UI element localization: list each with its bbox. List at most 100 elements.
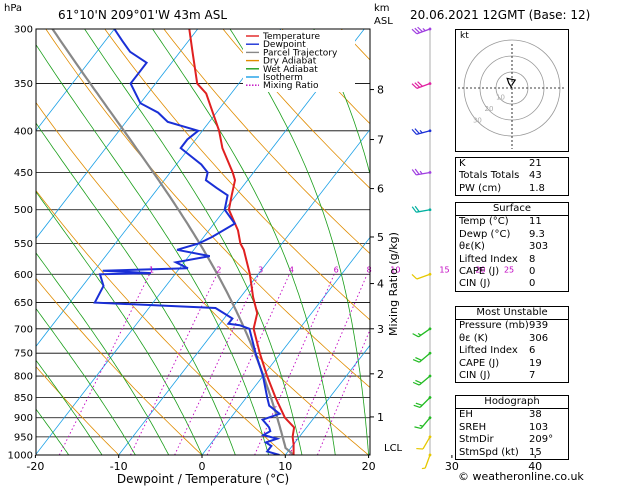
hodograph-title: Hodograph bbox=[456, 396, 568, 410]
pressure-tick-label: 700 bbox=[14, 324, 33, 335]
mu-row: θε (K) 306 bbox=[459, 332, 549, 344]
km-tick-label: 2 bbox=[377, 368, 384, 381]
dry-adiabat bbox=[36, 366, 119, 455]
wet-adiabat bbox=[36, 408, 70, 455]
x-tick-label: 0 bbox=[199, 460, 206, 473]
pressure-tick-label: 350 bbox=[14, 79, 33, 90]
mixing-ratio-label: 25 bbox=[504, 265, 514, 274]
wind-barb bbox=[421, 453, 432, 470]
km-tick-label: 8 bbox=[377, 84, 384, 97]
hodo-row: EH 38 bbox=[459, 409, 542, 421]
legend-box bbox=[243, 30, 355, 92]
wet-adiabat bbox=[36, 307, 136, 455]
hodo-row: StmDir 209° bbox=[459, 434, 554, 446]
hodograph-unit: kt bbox=[460, 31, 469, 41]
km-tick-label: 6 bbox=[377, 183, 384, 196]
pressure-tick-label: 650 bbox=[14, 298, 33, 309]
mixing-ratio-label: 15 bbox=[439, 265, 449, 274]
isotherm bbox=[619, 29, 629, 455]
mixing-ratio-label: 4 bbox=[289, 265, 294, 274]
mixing-ratio-line bbox=[316, 328, 370, 455]
mu-row: CIN (J) 7 bbox=[459, 370, 536, 382]
surface-row: Lifted Index 8 bbox=[459, 253, 536, 265]
mixing-ratio-line bbox=[174, 274, 260, 455]
index-row: PW (cm) 1.8 bbox=[459, 182, 545, 194]
wet-adiabat bbox=[36, 44, 269, 455]
wind-barb bbox=[412, 327, 432, 338]
index-row: Totals Totals 43 bbox=[459, 170, 542, 182]
mixing-ratio-line bbox=[130, 274, 218, 455]
mixing-ratio-label: 8 bbox=[367, 265, 372, 274]
hodograph-table: Hodograph EH 38 SREH 103 StmDir 209° StmSpd… bbox=[455, 395, 569, 461]
surface-row: Dewp (°C) 9.3 bbox=[459, 228, 545, 240]
pressure-tick-label: 1000 bbox=[8, 451, 33, 462]
copyright-footer[interactable]: © weatheronline.co.uk bbox=[458, 470, 584, 483]
mixing-ratio-label: 1 bbox=[149, 265, 154, 274]
wind-barb bbox=[414, 416, 432, 430]
hodograph-ring-label: 20 bbox=[484, 105, 493, 113]
dry-adiabat bbox=[36, 101, 369, 455]
legend-label: Mixing Ratio bbox=[263, 81, 319, 91]
wind-barb bbox=[411, 168, 432, 176]
legend-label: Wet Adiabat bbox=[263, 65, 318, 75]
km-tick-label: 7 bbox=[377, 134, 384, 147]
km-label: km bbox=[374, 3, 390, 14]
km-tick-label: 4 bbox=[377, 278, 384, 291]
x-tick-label: 40 bbox=[528, 460, 542, 473]
isotherm bbox=[201, 236, 370, 455]
wet-adiabat bbox=[396, 29, 436, 455]
indices-table: K 21 Totals Totals 43 PW (cm) 1.8 bbox=[455, 157, 569, 197]
hodo-row: SREH 103 bbox=[459, 421, 549, 433]
mixing-ratio-label: 6 bbox=[334, 265, 339, 274]
wind-barb bbox=[416, 435, 432, 450]
surface-row: CAPE (J) 0 bbox=[459, 266, 536, 278]
pressure-tick-label: 900 bbox=[14, 413, 33, 424]
hodograph-ring-label: 30 bbox=[473, 117, 482, 125]
x-tick-label: 20 bbox=[362, 460, 376, 473]
x-axis-label: Dewpoint / Temperature (°C) bbox=[117, 472, 289, 486]
hodograph-ring-label: 10 bbox=[496, 94, 505, 102]
hodograph-trace bbox=[506, 77, 517, 89]
mixing-ratio-line bbox=[289, 274, 368, 455]
hpa-label: hPa bbox=[4, 3, 23, 14]
mixing-ratio-label: 20 bbox=[475, 265, 485, 274]
hodograph-panel: kt 10 20 30 bbox=[455, 29, 569, 152]
mixing-ratio-line bbox=[206, 274, 290, 455]
mixing-ratio-line bbox=[58, 274, 150, 455]
surface-row: θε(K) 303 bbox=[459, 241, 549, 253]
x-tick-label: -10 bbox=[110, 460, 128, 473]
pressure-tick-label: 950 bbox=[14, 432, 33, 443]
wind-barb bbox=[411, 128, 432, 136]
wind-barb bbox=[411, 26, 432, 35]
dry-adiabat bbox=[36, 277, 203, 455]
isotherm bbox=[36, 29, 282, 347]
dewpoint-line bbox=[93, 29, 282, 455]
x-tick-label: -20 bbox=[26, 460, 44, 473]
wind-barb bbox=[412, 351, 432, 363]
hodo-row: StmSpd (kt) 15 bbox=[459, 446, 542, 458]
temperature-line bbox=[188, 29, 296, 455]
mixing-ratio-label: 3 bbox=[258, 265, 263, 274]
legend-label: Isotherm bbox=[263, 73, 303, 83]
wet-adiabat bbox=[36, 122, 236, 455]
pressure-tick-label: 300 bbox=[14, 25, 33, 36]
km-tick-label: 3 bbox=[377, 323, 384, 336]
mixing-ratio-label: 2 bbox=[216, 265, 221, 274]
km-tick-label: 5 bbox=[377, 231, 384, 244]
surface-table: Surface Temp (°C) 11 Dewp (°C) 9.3 θε(K) 30… bbox=[455, 202, 569, 292]
surface-row: CIN (J) 0 bbox=[459, 278, 536, 290]
mu-row: CAPE (J) 19 bbox=[459, 357, 542, 369]
wind-barb bbox=[411, 272, 432, 280]
pressure-tick-label: 800 bbox=[14, 372, 33, 383]
x-tick-label: 30 bbox=[445, 460, 459, 473]
pressure-tick-label: 500 bbox=[14, 205, 33, 216]
isotherm bbox=[36, 29, 198, 240]
mixing-ratio-axis-label: Mixing Ratio (g/kg) bbox=[387, 232, 400, 336]
parcel-trajectory bbox=[51, 29, 295, 455]
mu-row: Pressure (mb) 939 bbox=[459, 320, 549, 332]
wet-adiabat bbox=[36, 252, 170, 455]
x-tick-label: 10 bbox=[278, 460, 292, 473]
wind-barb bbox=[411, 205, 432, 213]
